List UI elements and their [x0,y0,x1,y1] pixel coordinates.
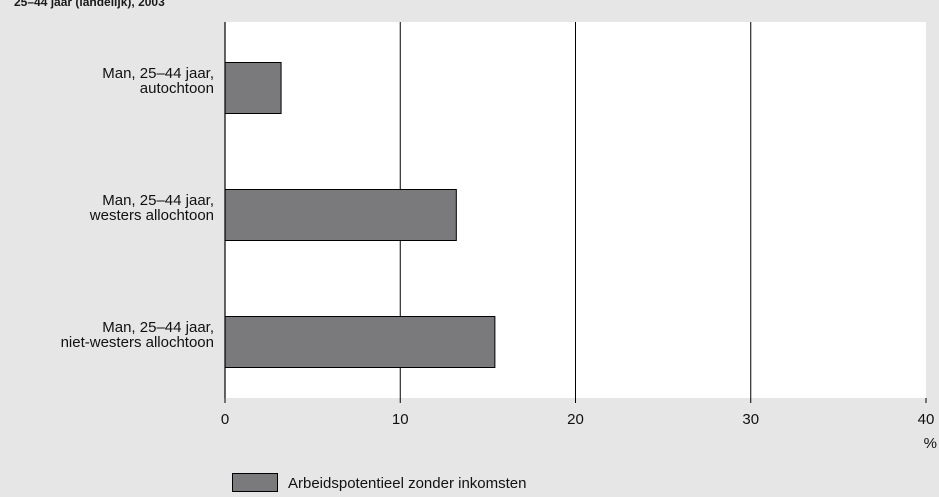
legend-label: Arbeidspotentieel zonder inkomsten [288,475,527,492]
category-label-line: niet-westers allochtoon [60,334,214,351]
x-tick-label: 30 [742,411,760,428]
bar [224,62,282,114]
legend-swatch [232,473,278,492]
category-label-line: westers allochtoon [89,207,214,224]
x-tick-label: 20 [567,411,584,428]
x-unit-label: % [923,435,937,452]
bar [224,189,457,241]
x-tick-label: 10 [391,411,409,428]
chart-canvas [224,22,927,403]
bar [224,316,496,368]
category-label-line: Man, 25–44 jaar, [102,65,214,82]
category-label: Man, 25–44 jaar, westers allochtoon [90,193,214,223]
category-label: Man, 25–44 jaar, autochtoon [102,66,214,96]
category-label: Man, 25–44 jaar, niet-westers allochtoon [61,320,214,350]
x-tick-label: 40 [917,411,935,428]
x-tick-label: 0 [220,411,230,428]
category-label-line: Man, 25–44 jaar, [102,192,214,209]
category-label-line: autochtoon [139,80,214,97]
category-label-line: Man, 25–44 jaar, [102,319,214,336]
chart-title: 25–44 jaar (landelijk), 2003 [14,0,165,9]
